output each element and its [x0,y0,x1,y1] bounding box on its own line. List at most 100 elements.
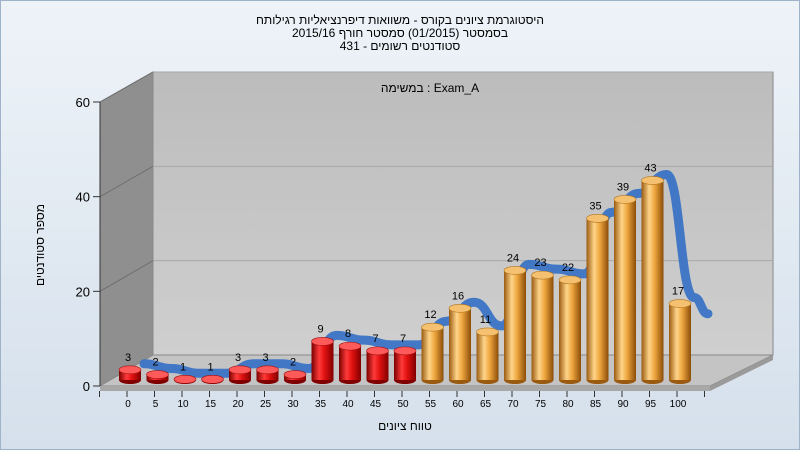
bar-40 [338,341,362,384]
bar-90 [613,195,637,384]
x-tick-label: 5 [153,399,159,410]
bar-80 [558,275,582,384]
x-tick-label: 15 [205,399,217,410]
bar-cap [366,346,389,356]
data-label: 43 [644,162,656,174]
bar-cap [641,176,664,185]
x-tick-label: 0 [125,399,131,410]
bars [118,176,692,384]
bar-cap [201,374,224,384]
y-axis-label: מספר סטודנטים [33,204,47,286]
data-label: 2 [290,357,296,369]
data-label: 7 [372,333,378,345]
data-label: 17 [672,286,684,298]
task-label: במשימה : Exam_A [381,81,479,95]
x-tick-label: 40 [342,399,354,410]
grid-line-left [99,260,154,292]
data-label: 23 [534,257,546,269]
data-label: 11 [480,314,491,326]
x-tick-label: 90 [617,399,629,410]
bar-body [504,270,526,380]
bar-5 [146,370,169,384]
grid-lines [99,71,773,292]
x-tick-label: 35 [315,399,327,410]
y-tick-label: 40 [76,190,90,205]
bar-0 [118,365,142,384]
bar-body [421,327,444,380]
x-tick-label: 95 [645,399,657,410]
x-tick-label: 45 [370,399,382,410]
bar-10 [173,374,197,384]
data-label: 1 [180,361,186,373]
bar-85 [586,214,609,384]
data-label: 3 [262,352,268,364]
floor-side-edge [710,355,773,391]
bar-70 [503,266,527,384]
bar-body [339,346,361,380]
x-tick-label: 55 [425,399,437,410]
bar-20 [228,365,252,384]
bar-body [229,369,251,380]
bar-15 [201,374,224,384]
bar-cap [586,214,609,223]
x-tick-label: 85 [590,399,602,410]
bar-cap [338,341,362,351]
data-label: 35 [589,200,601,212]
bar-cap [311,337,334,346]
bar-35 [311,337,334,384]
grid-line-left [99,71,154,103]
x-tick-label: 60 [452,399,464,410]
x-tick-label: 10 [177,399,189,410]
bar-cap [228,365,252,375]
x-axis: 0 5 10 15 20 25 30 35 40 45 50 55 60 65 70 75 80 85 90 95 10… [99,391,705,410]
bar-55 [421,322,444,384]
x-tick-label: 30 [287,399,299,410]
bar-body [531,275,554,380]
bar-body [394,350,416,380]
bar-body [119,369,141,380]
bar-body [256,369,279,380]
bar-cap [558,275,582,285]
bar-body [641,180,664,380]
bar-cap [146,370,169,379]
data-label: 12 [424,309,436,321]
x-tick-label: 25 [260,399,272,410]
left-wall [99,71,154,387]
bar-body [669,303,691,380]
bar-75 [531,270,554,384]
bar-body [311,341,334,380]
bar-body [476,331,499,380]
data-label: 8 [345,328,351,340]
x-tick-label: 70 [507,399,519,410]
bar-cap [668,299,692,308]
bar-60 [448,303,472,384]
x-axis-label: טווח ציונים [378,419,432,433]
bar-body [586,218,609,380]
data-label: 3 [235,352,241,364]
bar-30 [283,370,307,384]
bar-cap [118,365,142,375]
bar-cap [613,195,637,204]
bar-95 [641,176,664,384]
data-label: 9 [317,323,323,335]
bar-cap [256,365,279,375]
x-tick-label: 20 [232,399,244,410]
grid-line-left [99,165,154,198]
bar-cap [421,322,444,332]
data-label: 16 [452,290,464,302]
bar-body [449,308,471,380]
x-tick-label: 80 [562,399,574,410]
bar-50 [393,346,417,384]
bar-cap [476,327,499,337]
bar-body [614,199,636,380]
chart-title-line-3: 431 - סטודנטים רשומים [339,39,461,53]
data-label: 22 [562,262,574,274]
y-tick-label: 60 [76,95,90,110]
bar-cap [173,374,197,384]
bar-body [559,279,581,380]
chart-title-line-2: בסמסטר (01/2015) סמסטר חורף 2015/16 [291,26,509,40]
x-tick-label: 100 [670,399,687,410]
bar-cap [531,270,554,280]
bar-25 [256,365,279,384]
